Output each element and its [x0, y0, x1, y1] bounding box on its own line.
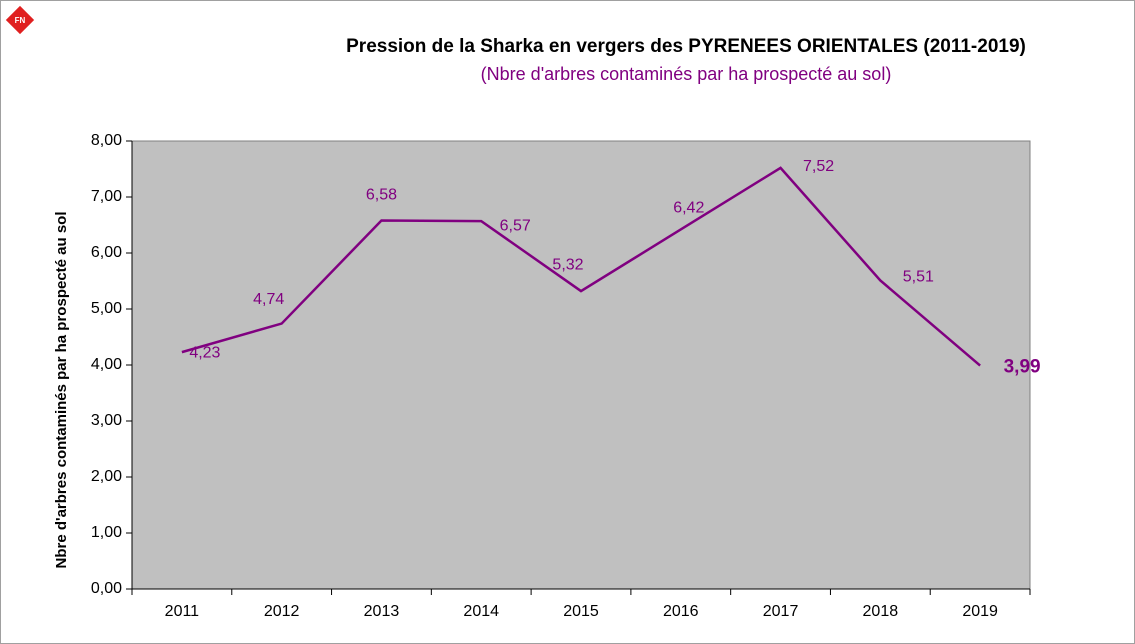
x-tick-label: 2015	[563, 603, 599, 620]
x-tick-label: 2017	[763, 603, 799, 620]
y-tick-label: 2,00	[91, 468, 122, 485]
x-tick-label: 2014	[463, 603, 499, 620]
x-tick-label: 2012	[264, 603, 300, 620]
y-tick-label: 0,00	[91, 580, 122, 597]
data-label: 7,52	[803, 158, 834, 175]
data-label: 6,58	[366, 187, 397, 204]
x-tick-label: 2013	[364, 603, 400, 620]
data-label: 5,51	[903, 269, 934, 286]
data-label: 6,42	[673, 200, 704, 217]
y-tick-label: 5,00	[91, 300, 122, 317]
data-label: 4,74	[253, 291, 284, 308]
y-axis-label: Nbre d'arbres contaminés par ha prospect…	[53, 211, 70, 568]
x-tick-label: 2011	[165, 603, 200, 620]
svg-text:FN: FN	[15, 16, 26, 25]
data-label: 4,23	[189, 344, 220, 361]
y-tick-label: 7,00	[91, 188, 122, 205]
chart-title: Pression de la Sharka en vergers des PYR…	[346, 36, 1026, 57]
x-tick-label: 2016	[663, 603, 699, 620]
chart-subtitle: (Nbre d'arbres contaminés par ha prospec…	[481, 64, 892, 84]
y-tick-label: 6,00	[91, 244, 122, 261]
line	[181, 166, 981, 367]
y-tick-label: 1,00	[91, 524, 122, 541]
plot-area	[131, 140, 1031, 590]
x-tick-label: 2019	[962, 603, 998, 620]
y-tick-label: 4,00	[91, 356, 122, 373]
data-label: 5,32	[552, 256, 583, 273]
y-tick-label: 3,00	[91, 412, 122, 429]
logo: FN	[5, 5, 35, 35]
data-label: 3,99	[1004, 357, 1041, 378]
y-tick-label: 8,00	[91, 132, 122, 149]
x-tick-label: 2018	[863, 603, 899, 620]
data-label: 6,57	[500, 217, 531, 234]
